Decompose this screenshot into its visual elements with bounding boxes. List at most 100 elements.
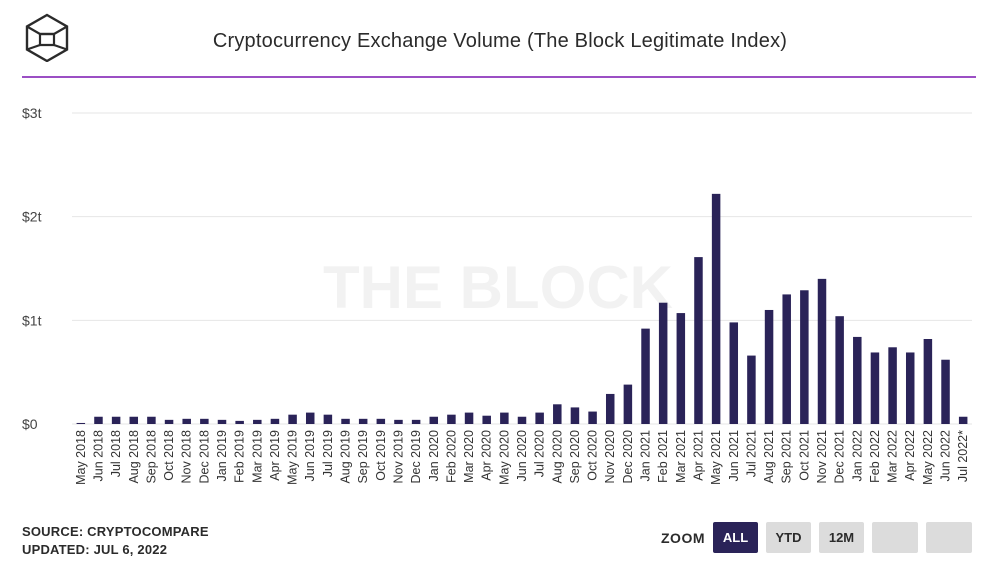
bar[interactable]	[835, 316, 844, 424]
bar[interactable]	[800, 290, 809, 424]
zoom-controls: ZOOM ALL YTD 12M	[661, 522, 980, 553]
bar[interactable]	[482, 415, 491, 424]
bar[interactable]	[870, 352, 880, 424]
zoom-ytd-button[interactable]: YTD	[766, 522, 811, 553]
bar[interactable]	[553, 404, 562, 424]
x-tick-label: Nov 2021	[815, 430, 829, 484]
x-tick-label: Jan 2022	[850, 430, 864, 481]
bar[interactable]	[147, 416, 156, 424]
y-tick-label: $0	[22, 416, 38, 432]
bar[interactable]	[764, 309, 774, 424]
zoom-extra-button-1[interactable]	[872, 522, 918, 553]
bar[interactable]	[605, 393, 615, 424]
bar[interactable]	[447, 414, 456, 424]
bar[interactable]	[200, 418, 209, 424]
bar[interactable]	[341, 418, 350, 424]
bar[interactable]	[888, 347, 897, 424]
bar[interactable]	[323, 414, 333, 424]
bar-chart: $0 $1t $2t $3t THE BLOCK May 2018 Jun 2018 Jul …	[22, 105, 972, 485]
zoom-12m-button[interactable]: 12M	[819, 522, 864, 553]
zoom-label: ZOOM	[661, 529, 705, 546]
bar[interactable]	[429, 416, 439, 424]
bar[interactable]	[94, 416, 103, 424]
bar[interactable]	[517, 416, 527, 424]
the-block-logo-icon	[22, 12, 72, 63]
x-tick-label: May 2018	[74, 430, 88, 485]
bar[interactable]	[623, 384, 633, 424]
x-tick-label: Oct 2021	[797, 430, 811, 481]
bar[interactable]	[164, 419, 174, 424]
bar[interactable]	[711, 193, 721, 424]
bar[interactable]	[111, 416, 121, 424]
x-tick-label: Feb 2019	[233, 430, 247, 483]
bar[interactable]	[288, 414, 297, 424]
x-tick-label: Sep 2019	[356, 430, 370, 484]
bar[interactable]	[535, 412, 544, 424]
x-tick-label: Jul 2020	[533, 430, 547, 477]
x-tick-label: Aug 2021	[762, 430, 776, 484]
x-tick-label: Apr 2022	[903, 430, 917, 481]
y-tick-label: $3t	[22, 105, 42, 121]
bar[interactable]	[305, 412, 315, 424]
bar[interactable]	[182, 418, 191, 424]
bar[interactable]	[694, 257, 703, 424]
bar[interactable]	[394, 419, 403, 424]
x-tick-label: Jun 2020	[515, 430, 529, 481]
watermark: THE BLOCK	[323, 254, 673, 321]
x-tick-label: Dec 2019	[409, 430, 423, 484]
x-tick-label: May 2020	[497, 430, 511, 485]
bar[interactable]	[411, 419, 421, 424]
bar[interactable]	[905, 352, 915, 424]
bar[interactable]	[270, 418, 280, 424]
bar[interactable]	[217, 419, 227, 424]
bar[interactable]	[782, 294, 791, 424]
x-tick-label: May 2022	[921, 430, 935, 485]
bar[interactable]	[676, 313, 686, 424]
bar[interactable]	[923, 338, 933, 424]
bar[interactable]	[76, 422, 86, 424]
x-tick-label: Jan 2019	[215, 430, 229, 481]
bar[interactable]	[464, 412, 474, 424]
x-tick-label: Aug 2020	[550, 430, 564, 484]
x-tick-label: Feb 2020	[444, 430, 458, 483]
x-tick-label: Nov 2018	[180, 430, 194, 484]
source-label: SOURCE: CRYPTOCOMPARE	[22, 524, 209, 539]
x-tick-label: Nov 2019	[391, 430, 405, 484]
bar[interactable]	[853, 336, 862, 424]
chart-title: Cryptocurrency Exchange Volume (The Bloc…	[212, 30, 788, 52]
bar[interactable]	[817, 278, 827, 424]
bar[interactable]	[588, 411, 597, 424]
zoom-all-button[interactable]: ALL	[713, 522, 758, 553]
x-tick-label: Jun 2022	[939, 430, 953, 481]
bar[interactable]	[500, 412, 509, 424]
bar[interactable]	[729, 322, 739, 424]
x-tick-label: Apr 2019	[268, 430, 282, 481]
x-tick-label: Oct 2019	[374, 430, 388, 481]
x-tick-label: Dec 2018	[197, 430, 211, 484]
bar[interactable]	[958, 416, 968, 424]
x-tick-label: Aug 2019	[339, 430, 353, 484]
x-tick-label: Jul 2022*	[956, 430, 970, 482]
x-tick-label: Mar 2019	[250, 430, 264, 483]
x-tick-label: Aug 2018	[127, 430, 141, 484]
bar[interactable]	[129, 416, 139, 424]
bar[interactable]	[358, 418, 368, 424]
x-tick-label: Oct 2020	[586, 430, 600, 481]
x-tick-label: Sep 2020	[568, 430, 582, 484]
x-tick-label: Jun 2018	[91, 430, 105, 481]
x-tick-label: Sep 2021	[780, 430, 794, 484]
bar[interactable]	[747, 355, 756, 424]
bar[interactable]	[376, 418, 386, 424]
x-tick-label: Jun 2021	[727, 430, 741, 481]
zoom-extra-button-2[interactable]	[926, 522, 972, 553]
x-tick-label: May 2019	[286, 430, 300, 485]
x-tick-label: Dec 2020	[621, 430, 635, 484]
x-tick-label: Jul 2019	[321, 430, 335, 477]
bar[interactable]	[235, 420, 244, 424]
bar[interactable]	[658, 302, 668, 424]
bar[interactable]	[641, 328, 650, 424]
bar[interactable]	[941, 359, 950, 424]
bar[interactable]	[253, 419, 262, 424]
x-tick-label: Apr 2020	[480, 430, 494, 481]
bar[interactable]	[570, 407, 580, 424]
